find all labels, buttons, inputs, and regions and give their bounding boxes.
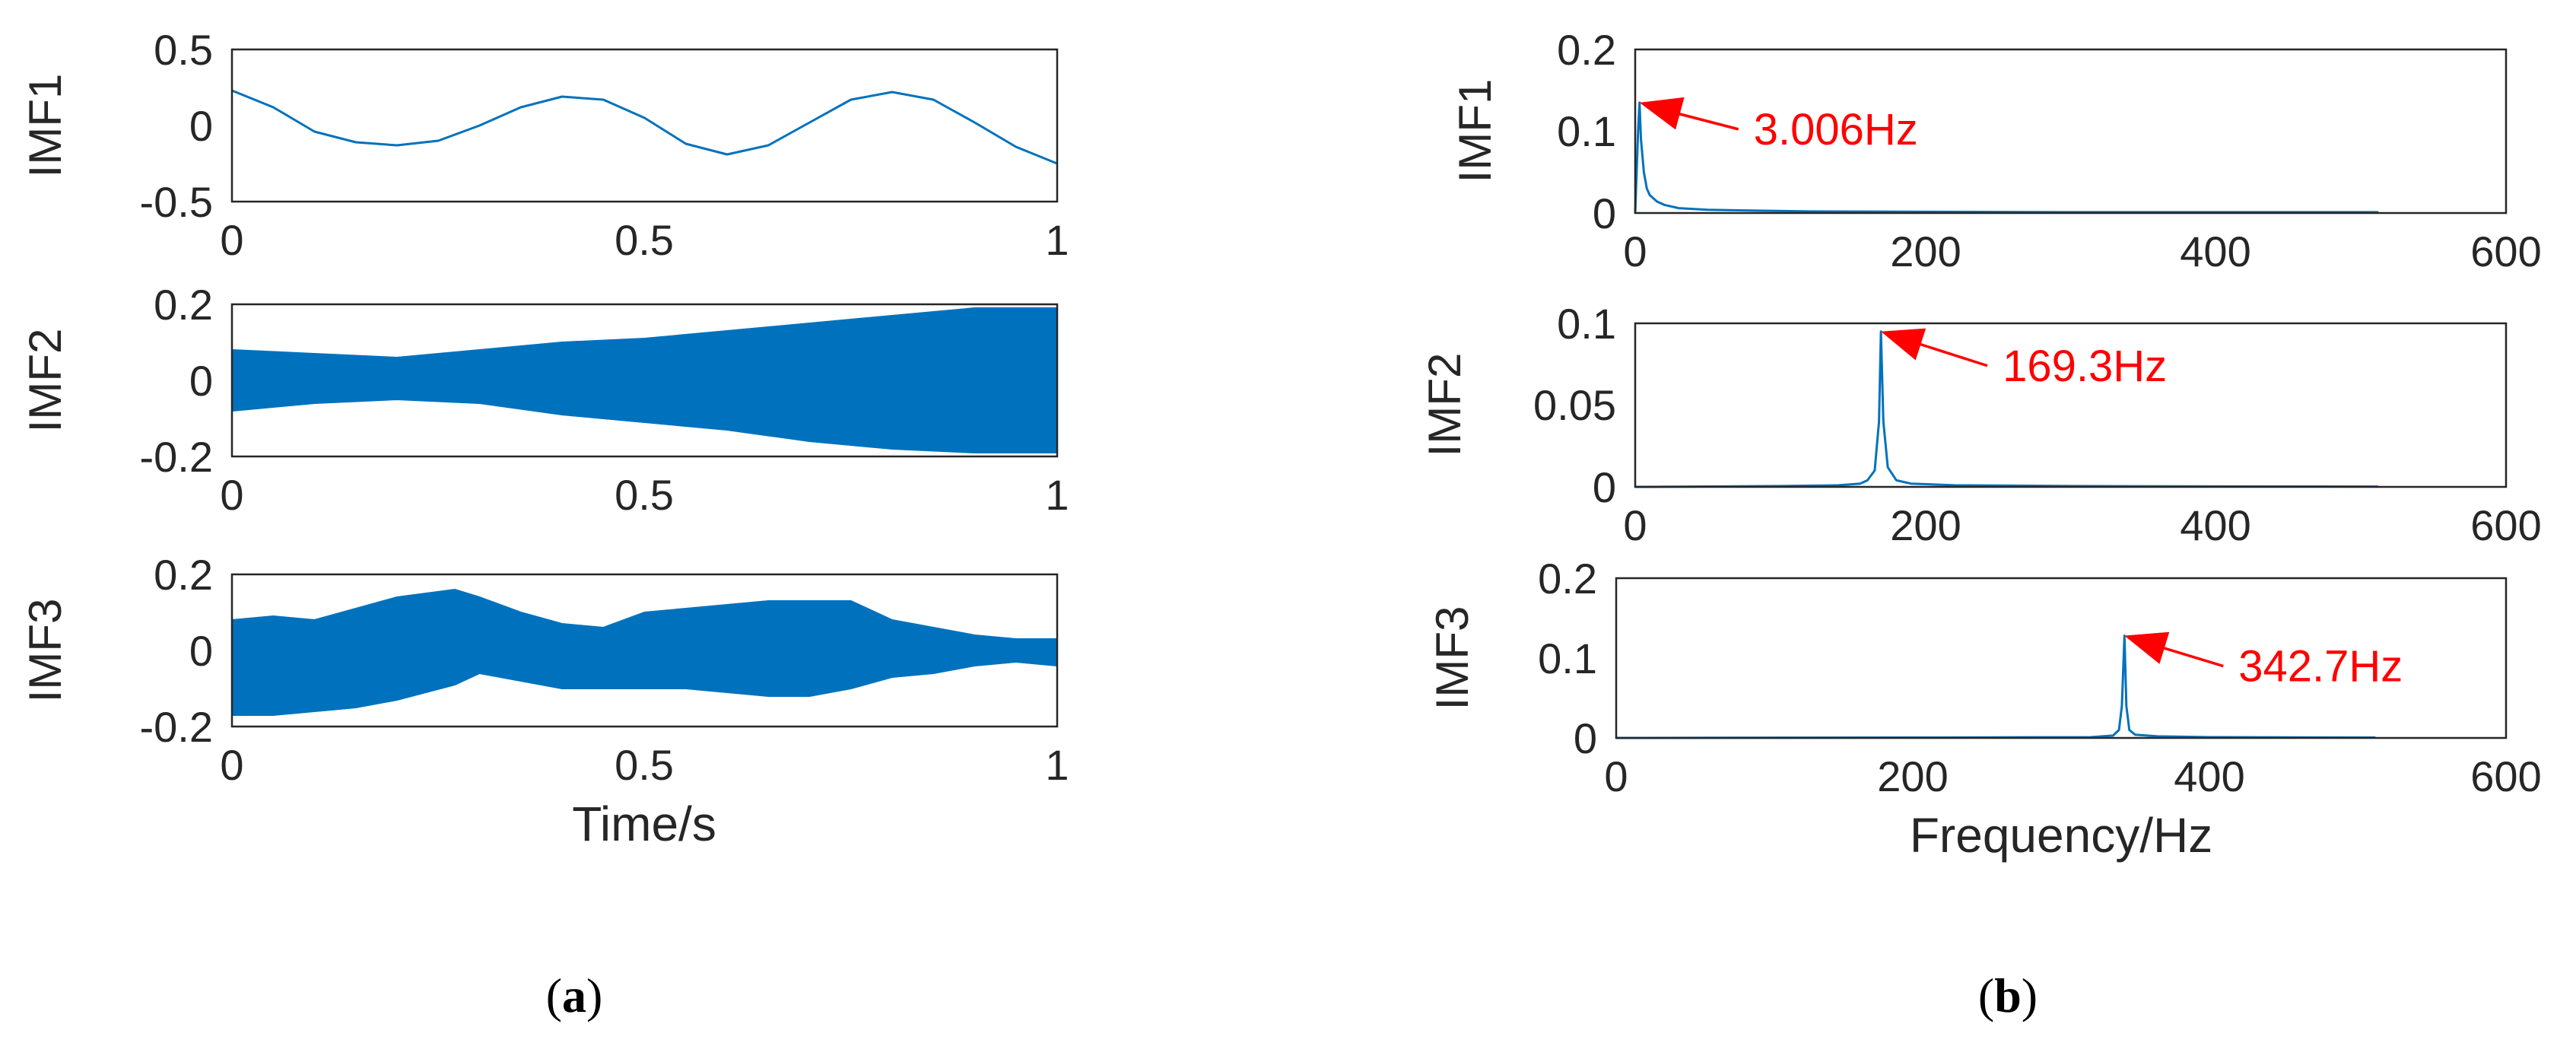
- axes-box: [230, 48, 1059, 203]
- x-tick-label: 1: [1045, 741, 1069, 789]
- y-tick-label: 0: [1574, 714, 1597, 762]
- subplot-b-imf3: 342.7Hz IMF3 0.2 0.1 0 0 200 400 600 Fre…: [1427, 555, 2542, 863]
- peak-frequency-label: 342.7Hz: [2238, 642, 2403, 692]
- x-tick-label: 200: [1890, 227, 1961, 275]
- panel-label-a: (a): [546, 968, 603, 1022]
- y-axis-label: IMF2: [1419, 353, 1470, 457]
- x-tick-label: 0: [1623, 227, 1647, 275]
- y-tick-label: 0: [189, 357, 213, 405]
- x-tick-label: 0: [1623, 501, 1647, 549]
- x-tick-label: 0: [220, 471, 243, 519]
- y-tick-label: 0.2: [154, 551, 213, 599]
- y-tick-label: -0.2: [140, 433, 214, 481]
- imf1-spectrum: 3.006Hz: [1634, 97, 2379, 214]
- x-tick-label: 600: [2470, 501, 2541, 549]
- x-axis-label: Time/s: [572, 797, 716, 851]
- y-tick-label: 0.2: [1557, 26, 1616, 74]
- y-tick-label: -0.2: [140, 703, 214, 751]
- axes-box: [1634, 322, 2508, 488]
- x-axis-label: Frequency/Hz: [1910, 808, 2212, 863]
- y-tick-label: 0: [1593, 189, 1616, 237]
- x-tick-label: 400: [2180, 227, 2250, 275]
- axes-box: [230, 573, 1059, 728]
- y-tick-label: 0: [189, 102, 213, 150]
- imf2-spectrum: 169.3Hz: [1634, 328, 2379, 488]
- x-tick-label: 0.5: [615, 471, 674, 519]
- y-tick-label: -0.5: [140, 178, 214, 226]
- x-tick-label: 200: [1877, 752, 1948, 800]
- y-axis-label: IMF2: [20, 329, 71, 433]
- imf3-time-series: [231, 588, 1058, 716]
- panel-label-b: (b): [1978, 968, 2038, 1022]
- axes-box: [230, 303, 1059, 458]
- x-tick-label: 400: [2180, 501, 2250, 549]
- imf1-time-series: [231, 89, 1058, 165]
- subplot-b-imf2: 169.3Hz IMF2 0.1 0.05 0 0 200 400 600: [1419, 300, 2542, 549]
- peak-frequency-label: 3.006Hz: [1754, 105, 1918, 154]
- x-tick-label: 0: [220, 741, 243, 789]
- x-tick-label: 600: [2470, 752, 2541, 800]
- y-tick-label: 0.1: [1538, 634, 1597, 682]
- oscillation-envelope: [231, 588, 1058, 716]
- imf3-spectrum: 342.7Hz: [1615, 631, 2403, 739]
- axes-box: [1615, 577, 2508, 739]
- oscillation-envelope: [231, 307, 1058, 453]
- y-axis-label: IMF3: [1427, 606, 1478, 711]
- y-tick-label: 0.5: [154, 26, 213, 74]
- annotation-arrowhead: [1881, 328, 1926, 361]
- y-tick-label: 0.1: [1557, 300, 1616, 348]
- x-tick-label: 0.5: [615, 216, 674, 264]
- imf2-time-series: [231, 307, 1058, 453]
- x-tick-label: 600: [2470, 227, 2541, 275]
- y-tick-label: 0.2: [1538, 555, 1597, 603]
- subplot-a-imf2: IMF2 0.2 0 -0.2 0 0.5 1: [20, 281, 1069, 519]
- x-tick-label: 1: [1045, 471, 1069, 519]
- series-line: [231, 89, 1058, 165]
- series-line: [1634, 330, 2379, 488]
- series-line: [1634, 101, 2379, 214]
- axes-box: [1634, 48, 2508, 215]
- x-tick-label: 200: [1890, 501, 1961, 549]
- x-tick-label: 0.5: [615, 741, 674, 789]
- y-axis-label: IMF3: [20, 599, 71, 703]
- x-tick-label: 0: [1604, 752, 1628, 800]
- subplot-a-imf3: IMF3 0.2 0 -0.2 0 0.5 1 Time/s: [20, 551, 1069, 851]
- y-tick-label: 0.1: [1557, 107, 1616, 155]
- y-tick-label: 0.05: [1533, 381, 1616, 429]
- subplot-a-imf1: IMF1 0.5 0 -0.5 0 0.5 1: [20, 26, 1069, 264]
- y-tick-label: 0.2: [154, 281, 213, 329]
- subplot-b-imf1: 3.006Hz IMF1 0.2 0.1 0 0 200 400 600: [1450, 26, 2542, 275]
- x-tick-label: 0: [220, 216, 243, 264]
- peak-frequency-label: 169.3Hz: [2003, 342, 2167, 391]
- annotation-arrowhead: [1639, 97, 1685, 130]
- x-tick-label: 400: [2174, 752, 2244, 800]
- y-axis-label: IMF1: [20, 74, 71, 178]
- annotation-arrowhead: [2124, 631, 2170, 664]
- x-tick-label: 1: [1045, 216, 1069, 264]
- y-tick-label: 0: [1593, 463, 1616, 511]
- y-tick-label: 0: [189, 627, 213, 675]
- y-axis-label: IMF1: [1450, 79, 1501, 183]
